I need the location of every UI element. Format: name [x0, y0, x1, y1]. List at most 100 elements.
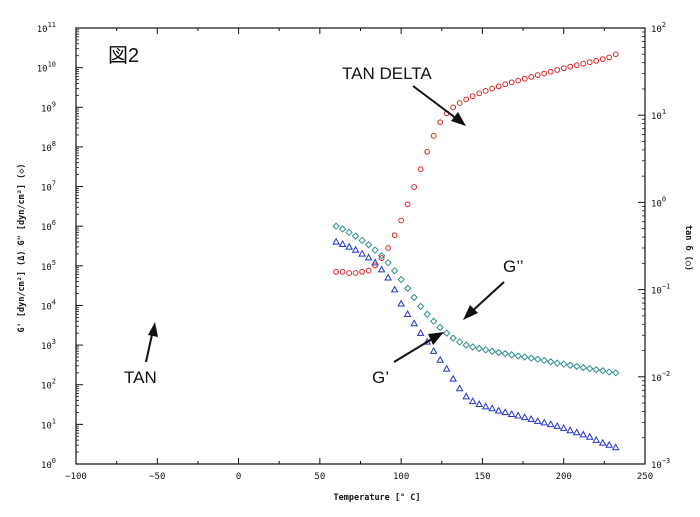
g-prime-point	[358, 249, 366, 257]
arrow-g-double-prime	[463, 281, 505, 320]
tan-delta-point	[580, 60, 587, 67]
g-prime-point	[501, 408, 510, 416]
g-double-prime-point	[599, 367, 607, 375]
g-double-prime-point	[566, 361, 574, 369]
tan-delta-point	[508, 79, 515, 86]
tan-delta-point	[534, 72, 541, 79]
figure-label: 図2	[108, 45, 139, 67]
tan-delta-point	[352, 270, 359, 276]
g-double-prime-point	[332, 222, 340, 230]
annotation-tan: TAN	[124, 368, 157, 387]
g-double-prime-point	[442, 329, 451, 337]
g-prime-point	[540, 418, 549, 426]
x-tick-label: 50	[314, 472, 325, 482]
y-left-axis-title: G' [dyn/cm²] (Δ) G" [dyn/cm²] (◇)	[17, 164, 27, 333]
y-left-tick-label: 1010	[37, 61, 56, 75]
y-left-tick-label: 108	[41, 140, 56, 154]
tan-delta-point	[456, 100, 463, 106]
g-double-prime-point	[390, 267, 399, 275]
g-prime-point	[553, 421, 562, 429]
arrow-tan	[145, 322, 158, 363]
g-double-prime-point	[397, 275, 405, 284]
g-double-prime-point	[371, 246, 379, 254]
g-prime-point	[429, 347, 438, 354]
tan-delta-point	[437, 119, 444, 126]
g-double-prime-point	[377, 251, 386, 260]
tan-delta-point	[424, 148, 431, 155]
g-prime-point	[384, 273, 392, 281]
g-prime-point	[449, 374, 458, 382]
g-double-prime-point	[579, 363, 587, 372]
tan-delta-point	[476, 90, 483, 97]
y-left-tick-label: 102	[41, 378, 56, 392]
g-prime-point	[572, 428, 581, 436]
y-right-tick-label: 101	[651, 108, 666, 122]
tan-delta-point	[593, 57, 600, 64]
g-prime-point	[462, 392, 471, 400]
g-double-prime-point	[429, 317, 438, 325]
series-triangle	[332, 237, 620, 451]
g-double-prime-point	[560, 360, 568, 368]
g-double-prime-point	[468, 343, 477, 351]
y-right-axis-title: tan δ (○)	[683, 225, 693, 271]
g-prime-point	[364, 253, 373, 261]
g-prime-point	[371, 258, 379, 266]
g-prime-point	[390, 285, 399, 293]
tan-delta-point	[359, 268, 366, 275]
g-double-prime-point	[573, 362, 581, 371]
tan-delta-point	[547, 68, 554, 75]
marks-layer	[332, 51, 620, 451]
tan-delta-point	[469, 93, 476, 100]
y-right-tick-label: 100	[651, 195, 666, 209]
g-prime-point	[338, 240, 347, 247]
y-left-tick-label: 1011	[37, 21, 56, 35]
tan-delta-point	[528, 73, 535, 80]
annotation-g-double-prime: G’’	[503, 257, 523, 276]
tan-delta-point	[495, 83, 502, 90]
tan-delta-point	[404, 201, 411, 208]
tan-delta-point	[586, 59, 593, 66]
g-double-prime-point	[449, 334, 457, 342]
g-double-prime-point	[586, 364, 594, 373]
g-double-prime-point	[410, 293, 418, 302]
tan-delta-point	[339, 268, 346, 275]
g-prime-point	[598, 438, 607, 446]
y-right-tick-label: 10−3	[651, 457, 670, 471]
x-tick-label: 100	[393, 472, 409, 482]
x-tick-label: 0	[236, 472, 241, 482]
g-double-prime-point	[494, 348, 503, 357]
tan-delta-point	[567, 63, 574, 70]
g-double-prime-point	[351, 232, 360, 240]
x-tick-label: 150	[474, 472, 490, 482]
g-prime-point	[605, 440, 614, 448]
y-left-tick-label: 104	[41, 298, 56, 312]
tan-delta-point	[463, 96, 470, 103]
g-double-prime-point	[364, 241, 373, 249]
g-double-prime-point	[592, 365, 600, 374]
y-right-tick-label: 102	[651, 21, 666, 35]
g-prime-point	[507, 410, 516, 417]
g-double-prime-point	[481, 346, 490, 354]
g-prime-point	[481, 402, 490, 410]
x-tick-label: −50	[149, 472, 165, 482]
g-double-prime-point	[403, 284, 412, 293]
g-double-prime-point	[547, 358, 555, 366]
g-double-prime-point	[338, 225, 347, 233]
g-double-prime-point	[540, 356, 548, 365]
tan-delta-point	[573, 62, 580, 69]
g-double-prime-point	[416, 302, 425, 311]
tan-delta-point	[554, 67, 561, 73]
tan-delta-point	[372, 262, 379, 269]
tan-delta-point	[560, 65, 567, 72]
g-double-prime-point	[358, 236, 366, 245]
y-right-tick-label: 10−1	[651, 283, 670, 297]
tan-delta-point	[502, 81, 509, 88]
series-circle	[333, 51, 619, 276]
g-double-prime-point	[533, 355, 542, 363]
plot-frame	[75, 27, 646, 465]
tan-delta-point	[612, 51, 619, 58]
tan-delta-point	[417, 166, 424, 173]
g-double-prime-point	[507, 351, 516, 359]
arrow-g-prime	[393, 332, 444, 363]
ticks-layer: −100 −50 0 50 100 150 200 250 100 101 102 103 104 105…	[37, 21, 671, 482]
